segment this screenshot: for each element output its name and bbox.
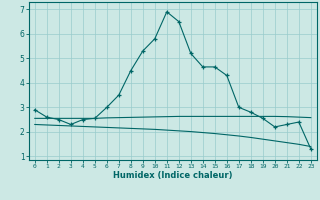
X-axis label: Humidex (Indice chaleur): Humidex (Indice chaleur) [113,171,233,180]
